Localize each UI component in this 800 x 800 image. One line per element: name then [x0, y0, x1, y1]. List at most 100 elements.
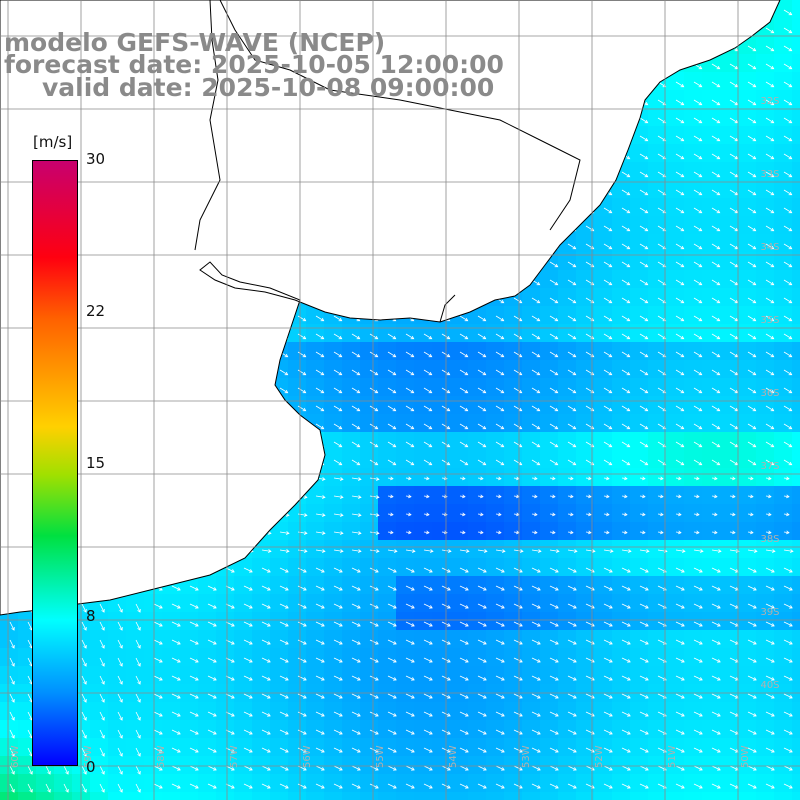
- wind-arrow: [99, 639, 105, 649]
- wind-arrow: [531, 585, 541, 591]
- wind-arrow: [693, 315, 703, 322]
- wind-cell: [792, 360, 800, 378]
- wind-arrow: [387, 621, 397, 627]
- wind-cell: [324, 612, 342, 630]
- wind-cell: [684, 126, 702, 144]
- wind-arrow: [387, 441, 397, 448]
- wind-cell: [684, 396, 702, 414]
- wind-cell: [504, 324, 522, 342]
- wind-cell: [306, 756, 324, 774]
- wind-arrow: [639, 153, 649, 160]
- wind-arrow: [117, 711, 123, 721]
- wind-cell: [648, 126, 666, 144]
- wind-arrow: [171, 765, 181, 771]
- wind-arrow: [243, 603, 253, 609]
- wind-arrow: [747, 512, 754, 517]
- wind-arrow: [783, 45, 793, 52]
- wind-cell: [450, 792, 468, 800]
- wind-cell: [36, 792, 54, 800]
- wind-arrow: [675, 603, 685, 609]
- wind-cell: [666, 270, 684, 288]
- wind-cell: [342, 666, 360, 684]
- wind-cell: [432, 414, 450, 432]
- wind-cell: [414, 666, 432, 684]
- wind-cell: [450, 414, 468, 432]
- wind-cell: [396, 720, 414, 738]
- wind-cell: [702, 144, 720, 162]
- wind-cell: [720, 594, 738, 612]
- wind-arrow: [81, 783, 87, 793]
- wind-arrow: [621, 657, 631, 663]
- wind-cell: [756, 252, 774, 270]
- wind-arrow: [279, 387, 289, 394]
- wind-cell: [306, 522, 324, 540]
- wind-cell: [522, 594, 540, 612]
- wind-cell: [792, 774, 800, 792]
- wind-cell: [522, 414, 540, 432]
- wind-arrow: [639, 297, 649, 304]
- wind-cell: [18, 612, 36, 630]
- wind-cell: [558, 342, 576, 360]
- wind-cell: [558, 252, 576, 270]
- wind-arrow: [513, 621, 523, 627]
- wind-arrow: [711, 135, 721, 142]
- wind-cell: [558, 396, 576, 414]
- wind-cell: [306, 612, 324, 630]
- wind-arrow: [765, 729, 775, 735]
- wind-cell: [306, 540, 324, 558]
- wind-cell: [180, 774, 198, 792]
- wind-cell: [702, 576, 720, 594]
- wind-cell: [522, 630, 540, 648]
- wind-arrow: [675, 441, 685, 448]
- wind-arrow: [747, 153, 757, 160]
- wind-cell: [162, 630, 180, 648]
- wind-cell: [738, 486, 756, 504]
- wind-cell: [486, 522, 504, 540]
- wind-arrow: [549, 603, 559, 609]
- wind-cell: [594, 270, 612, 288]
- wind-cell: [234, 720, 252, 738]
- wind-cell: [126, 720, 144, 738]
- wind-cell: [522, 342, 540, 360]
- wind-arrow: [405, 549, 416, 553]
- wind-arrow: [675, 99, 685, 106]
- wind-arrow: [279, 783, 289, 789]
- wind-arrow: [387, 693, 397, 699]
- wind-arrow: [261, 765, 271, 771]
- wind-arrow: [477, 494, 484, 499]
- wind-cell: [594, 558, 612, 576]
- wind-cell: [666, 720, 684, 738]
- wind-cell: [756, 738, 774, 756]
- wind-arrow: [135, 603, 141, 613]
- wind-arrow: [333, 567, 343, 573]
- wind-cell: [612, 702, 630, 720]
- wind-cell: [342, 630, 360, 648]
- wind-arrow: [765, 333, 775, 340]
- wind-cell: [738, 450, 756, 468]
- wind-arrow: [711, 369, 721, 376]
- wind-arrow: [675, 530, 682, 535]
- wind-arrow: [9, 711, 15, 721]
- wind-arrow: [315, 765, 325, 771]
- wind-arrow: [693, 693, 703, 699]
- wind-arrow: [423, 459, 433, 466]
- wind-cell: [324, 450, 342, 468]
- wind-arrow: [783, 512, 790, 517]
- wind-arrow: [387, 639, 397, 645]
- wind-arrow: [9, 693, 15, 703]
- wind-arrow: [567, 693, 577, 699]
- wind-cell: [630, 468, 648, 486]
- wind-arrow: [387, 711, 397, 717]
- wind-arrow: [423, 476, 430, 481]
- wind-arrow: [783, 153, 793, 160]
- wind-cell: [612, 540, 630, 558]
- wind-cell: [720, 180, 738, 198]
- wind-arrow: [333, 747, 343, 753]
- wind-arrow: [783, 639, 793, 645]
- wind-cell: [450, 774, 468, 792]
- wind-arrow: [693, 585, 703, 591]
- wind-cell: [324, 558, 342, 576]
- wind-cell: [756, 288, 774, 306]
- wind-cell: [504, 342, 522, 360]
- wind-arrow: [315, 405, 325, 412]
